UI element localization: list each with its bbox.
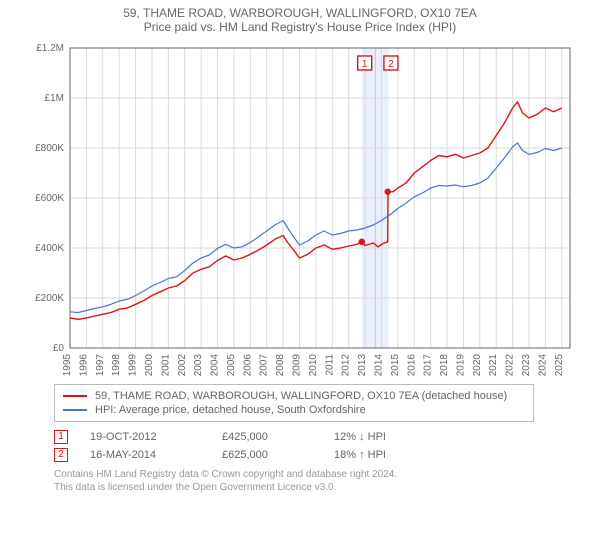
svg-text:1995: 1995 xyxy=(62,354,73,377)
svg-text:1997: 1997 xyxy=(95,354,106,377)
svg-text:2004: 2004 xyxy=(210,354,221,377)
svg-text:£800K: £800K xyxy=(35,143,64,154)
event-row: 2 16-MAY-2014 £625,000 18% ↑ HPI xyxy=(54,448,586,462)
svg-text:2025: 2025 xyxy=(554,354,565,377)
svg-text:2008: 2008 xyxy=(275,354,286,377)
svg-text:£1.2M: £1.2M xyxy=(36,43,64,54)
svg-text:2020: 2020 xyxy=(472,354,483,377)
svg-text:2005: 2005 xyxy=(226,354,237,377)
event-date: 19-OCT-2012 xyxy=(90,431,200,443)
footer: Contains HM Land Registry data © Crown c… xyxy=(54,468,554,494)
svg-text:2019: 2019 xyxy=(455,354,466,377)
event-marker: 2 xyxy=(54,448,68,462)
svg-text:2013: 2013 xyxy=(357,354,368,377)
svg-text:£200K: £200K xyxy=(35,293,64,304)
svg-text:2011: 2011 xyxy=(324,354,335,376)
svg-text:£1M: £1M xyxy=(45,93,64,104)
svg-text:2017: 2017 xyxy=(423,354,434,377)
svg-text:1: 1 xyxy=(362,59,368,70)
svg-text:1999: 1999 xyxy=(128,354,139,377)
svg-text:2002: 2002 xyxy=(177,354,188,377)
svg-text:1996: 1996 xyxy=(78,354,89,377)
svg-text:2023: 2023 xyxy=(521,354,532,377)
svg-text:2012: 2012 xyxy=(341,354,352,377)
event-marker: 1 xyxy=(54,430,68,444)
legend-label: 59, THAME ROAD, WARBOROUGH, WALLINGFORD,… xyxy=(95,390,507,402)
svg-text:£600K: £600K xyxy=(35,193,64,204)
event-date: 16-MAY-2014 xyxy=(90,449,200,461)
footer-line-2: This data is licensed under the Open Gov… xyxy=(54,481,554,494)
svg-text:2024: 2024 xyxy=(537,354,548,377)
footer-line-1: Contains HM Land Registry data © Crown c… xyxy=(54,468,554,481)
legend-item: HPI: Average price, detached house, Sout… xyxy=(63,403,525,417)
svg-text:2016: 2016 xyxy=(406,354,417,377)
event-delta: 12% ↓ HPI xyxy=(334,431,454,443)
svg-text:2015: 2015 xyxy=(390,354,401,377)
legend-swatch xyxy=(63,409,87,411)
svg-text:2022: 2022 xyxy=(505,354,516,377)
svg-text:£400K: £400K xyxy=(35,243,64,254)
event-row: 1 19-OCT-2012 £425,000 12% ↓ HPI xyxy=(54,430,586,444)
svg-text:2009: 2009 xyxy=(292,354,303,377)
legend-item: 59, THAME ROAD, WARBOROUGH, WALLINGFORD,… xyxy=(63,389,525,403)
legend-swatch xyxy=(63,395,87,397)
title-line-1: 59, THAME ROAD, WARBOROUGH, WALLINGFORD,… xyxy=(14,6,586,20)
legend-label: HPI: Average price, detached house, Sout… xyxy=(95,404,366,416)
sale-events: 1 19-OCT-2012 £425,000 12% ↓ HPI 2 16-MAY-201… xyxy=(54,430,586,462)
svg-text:2014: 2014 xyxy=(373,354,384,377)
legend: 59, THAME ROAD, WARBOROUGH, WALLINGFORD,… xyxy=(54,384,534,422)
event-price: £625,000 xyxy=(222,449,312,461)
svg-text:2: 2 xyxy=(388,59,394,70)
svg-text:2021: 2021 xyxy=(488,354,499,377)
svg-text:2010: 2010 xyxy=(308,354,319,377)
event-price: £425,000 xyxy=(222,431,312,443)
svg-text:2001: 2001 xyxy=(160,354,171,377)
svg-text:2006: 2006 xyxy=(242,354,253,377)
svg-text:2003: 2003 xyxy=(193,354,204,377)
svg-text:2000: 2000 xyxy=(144,354,155,377)
svg-text:1998: 1998 xyxy=(111,354,122,377)
event-delta: 18% ↑ HPI xyxy=(334,449,454,461)
svg-text:2007: 2007 xyxy=(259,354,270,377)
svg-text:2018: 2018 xyxy=(439,354,450,377)
price-chart: £0 £200K £400K £600K £800K £1M £1.2M 1995 1996 19… xyxy=(20,38,580,378)
title-line-2: Price paid vs. HM Land Registry's House … xyxy=(14,20,586,34)
svg-text:£0: £0 xyxy=(53,343,65,354)
